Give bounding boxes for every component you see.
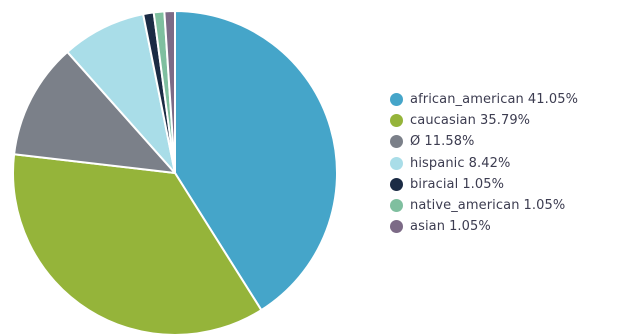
legend-percent: 1.05% (449, 219, 491, 235)
legend-label: african_american 41.05% (410, 92, 578, 107)
legend-percent: 8.42% (468, 155, 511, 171)
legend-category: asian (410, 219, 446, 235)
legend-label: caucasian 35.79% (410, 113, 530, 128)
legend-swatch (390, 135, 403, 149)
pie-slice-caucasian (12, 153, 263, 335)
legend-percent: 35.79% (479, 113, 531, 129)
legend-item-african-american: african_american 41.05% (390, 89, 578, 110)
legend-item-native-american: native_american 1.05% (390, 195, 578, 216)
legend-percent: 1.05% (523, 198, 566, 214)
legend-category: caucasian (410, 113, 476, 129)
legend-percent: 41.05% (527, 92, 579, 108)
pie-area (12, 9, 338, 335)
legend-label: hispanic 8.42% (410, 156, 510, 171)
pie-slice-african-american (174, 10, 338, 312)
legend-category: biracial (410, 176, 459, 192)
legend-swatch (390, 114, 403, 128)
legend-category: Ø (410, 134, 421, 150)
legend-category: native_american (410, 198, 520, 214)
legend-item-none: Ø 11.58% (390, 131, 578, 152)
pie-slice-hispanic (66, 13, 176, 174)
legend-percent: 1.05% (462, 176, 505, 192)
legend: african_american 41.05% caucasian 35.79% Ø 11… (390, 89, 578, 237)
legend-item-hispanic: hispanic 8.42% (390, 153, 578, 174)
pie-slice-none (13, 50, 176, 174)
legend-swatch (390, 156, 403, 170)
pie-svg (12, 9, 338, 335)
legend-swatch (390, 199, 403, 213)
legend-label: asian 1.05% (410, 219, 491, 234)
legend-percent: 11.58% (424, 134, 475, 150)
legend-label: native_american 1.05% (410, 198, 565, 213)
legend-label: biracial 1.05% (410, 177, 504, 192)
legend-item-asian: asian 1.05% (390, 216, 578, 237)
legend-category: african_american (410, 92, 524, 108)
legend-item-caucasian: caucasian 35.79% (390, 110, 578, 131)
legend-swatch (390, 177, 403, 191)
legend-swatch (390, 93, 403, 107)
pie-slice-asian (163, 9, 176, 174)
legend-item-biracial: biracial 1.05% (390, 174, 578, 195)
legend-label: Ø 11.58% (410, 134, 475, 149)
legend-swatch (390, 220, 403, 234)
legend-category: hispanic (410, 155, 465, 171)
